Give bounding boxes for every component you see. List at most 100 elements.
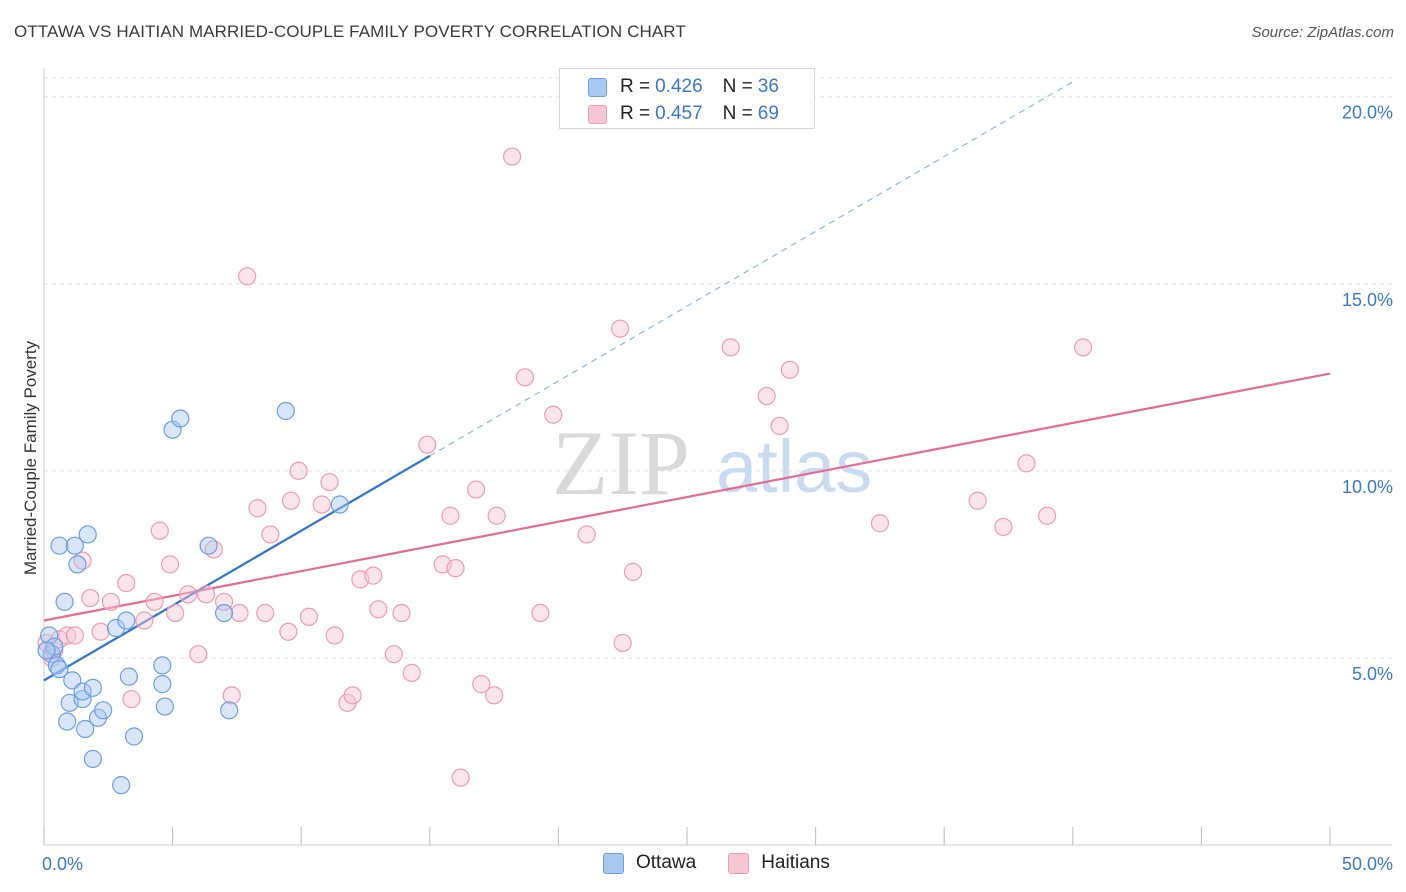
- data-point-ottawa: [50, 660, 69, 679]
- data-point-ottawa: [40, 626, 59, 645]
- data-point-haitians: [503, 147, 522, 166]
- data-point-ottawa: [330, 495, 349, 514]
- data-point-haitians: [230, 603, 249, 623]
- data-point-haitians: [472, 675, 491, 694]
- y-tick-label: 20.0%: [1342, 103, 1393, 123]
- stats-legend: R = 0.426 N = 36 R = 0.457 N = 69: [559, 68, 815, 129]
- data-point-haitians: [299, 607, 319, 626]
- haitians-swatch: [588, 104, 607, 124]
- data-point-haitians: [487, 506, 506, 525]
- data-point-haitians: [196, 585, 216, 604]
- data-point-haitians: [441, 506, 460, 525]
- data-point-ottawa: [119, 667, 138, 686]
- legend-item-haitians[interactable]: Haitians: [728, 852, 830, 874]
- data-point-haitians: [58, 626, 77, 645]
- y-axis-label: Married-Couple Family Poverty: [21, 340, 40, 575]
- data-point-haitians: [135, 611, 154, 630]
- ottawa-swatch: [588, 77, 607, 97]
- data-point-haitians: [256, 603, 275, 623]
- data-point-haitians: [325, 626, 344, 645]
- data-point-haitians: [623, 562, 643, 581]
- data-point-ottawa: [153, 675, 172, 694]
- data-point-haitians: [392, 603, 411, 623]
- data-point-haitians: [166, 603, 185, 623]
- data-point-haitians: [279, 622, 298, 641]
- stats-legend-ottawa: R = 0.426 N = 36: [588, 76, 779, 98]
- watermark: ZIP atlas: [552, 412, 872, 514]
- data-point-ottawa: [117, 611, 136, 630]
- data-point-haitians: [994, 517, 1013, 537]
- data-point-ottawa: [153, 656, 172, 675]
- series-ottawa: [37, 401, 349, 795]
- data-point-haitians: [531, 603, 550, 623]
- n-label: N =: [722, 103, 753, 124]
- trend-layer: [43, 81, 1331, 682]
- data-point-haitians: [721, 338, 740, 357]
- data-point-ottawa: [220, 701, 239, 720]
- data-point-haitians: [1017, 454, 1036, 473]
- y-tick-label: 5.0%: [1352, 664, 1393, 684]
- n-value: 36: [757, 76, 779, 97]
- data-point-haitians: [780, 360, 799, 379]
- legend-item-ottawa[interactable]: Ottawa: [603, 852, 696, 874]
- points-layer: [37, 147, 1093, 795]
- trend-line-haitians: [43, 372, 1331, 622]
- data-point-haitians: [145, 592, 164, 611]
- data-point-haitians: [178, 585, 198, 604]
- data-point-haitians: [189, 645, 208, 664]
- y-tick-label: 10.0%: [1342, 477, 1393, 497]
- data-point-haitians: [968, 491, 987, 510]
- data-point-ottawa: [68, 555, 87, 574]
- legend-label-ottawa: Ottawa: [636, 852, 697, 873]
- data-point-ottawa: [55, 592, 74, 611]
- series-legend: Ottawa Haitians: [603, 852, 862, 874]
- r-label: R =: [620, 103, 651, 124]
- data-point-haitians: [451, 768, 470, 787]
- series-haitians: [37, 147, 1093, 787]
- y-tick-label: 15.0%: [1342, 290, 1393, 310]
- data-point-haitians: [160, 555, 180, 574]
- data-point-ottawa: [83, 749, 102, 769]
- data-point-haitians: [515, 368, 535, 387]
- data-point-ottawa: [276, 401, 295, 421]
- data-point-haitians: [446, 559, 465, 578]
- trend-line-ottawa-extension: [429, 81, 1074, 457]
- data-point-haitians: [312, 495, 331, 514]
- data-point-haitians: [544, 405, 563, 424]
- data-point-haitians: [261, 525, 280, 544]
- data-point-ottawa: [50, 536, 69, 555]
- data-point-ottawa: [58, 712, 77, 731]
- trend-line-ottawa: [43, 454, 431, 682]
- data-point-haitians: [757, 386, 776, 406]
- data-point-haitians: [369, 600, 388, 619]
- data-point-haitians: [418, 435, 437, 454]
- legend-label-haitians: Haitians: [761, 852, 830, 873]
- r-label: R =: [620, 76, 651, 97]
- data-point-ottawa: [214, 603, 234, 623]
- data-point-ottawa: [73, 682, 92, 701]
- source-credit: Source: ZipAtlas.com: [1251, 24, 1394, 41]
- data-point-haitians: [384, 645, 403, 664]
- data-point-ottawa: [37, 641, 56, 660]
- data-point-haitians: [611, 319, 630, 338]
- data-point-haitians: [222, 686, 241, 705]
- data-point-haitians: [402, 663, 421, 682]
- data-point-ottawa: [124, 727, 144, 746]
- data-point-haitians: [870, 514, 890, 533]
- data-point-ottawa: [155, 697, 174, 716]
- data-point-haitians: [613, 633, 632, 653]
- data-point-haitians: [770, 416, 789, 436]
- r-value: 0.426: [655, 76, 703, 97]
- data-point-ottawa: [78, 525, 97, 544]
- data-point-ottawa: [73, 689, 92, 709]
- data-point-ottawa: [63, 671, 82, 690]
- data-point-ottawa: [83, 678, 102, 697]
- data-point-haitians: [343, 686, 362, 705]
- data-point-haitians: [248, 499, 267, 518]
- data-point-haitians: [1037, 506, 1057, 525]
- data-point-haitians: [364, 566, 383, 585]
- n-label: N =: [722, 76, 753, 97]
- data-point-ottawa: [76, 719, 95, 739]
- data-point-haitians: [101, 592, 120, 611]
